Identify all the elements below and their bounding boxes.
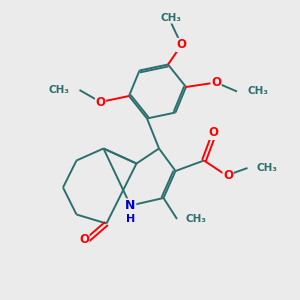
Text: CH₃: CH₃: [186, 214, 207, 224]
Text: O: O: [95, 95, 106, 109]
Text: O: O: [176, 38, 187, 52]
Text: N: N: [125, 199, 136, 212]
Text: O: O: [223, 169, 233, 182]
Text: O: O: [79, 233, 89, 246]
Text: H: H: [126, 214, 135, 224]
Text: CH₃: CH₃: [48, 85, 69, 95]
Text: O: O: [208, 126, 218, 140]
Text: CH₃: CH₃: [160, 13, 182, 23]
Text: CH₃: CH₃: [248, 86, 268, 97]
Text: CH₃: CH₃: [256, 163, 278, 173]
Text: O: O: [211, 76, 221, 89]
